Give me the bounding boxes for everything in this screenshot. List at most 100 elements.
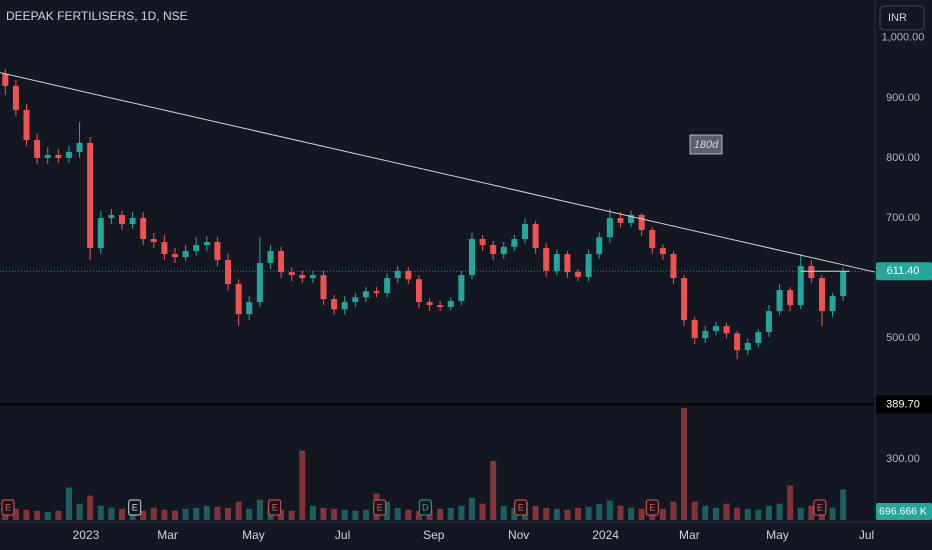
y-tick-label: 500.00 [886,332,920,344]
event-label: E [817,502,823,512]
candle-body [246,302,253,315]
x-tick-label: Jul [859,528,874,542]
volume-bar [182,508,189,520]
volume-bar [797,507,804,520]
x-tick-label: Jul [335,528,350,542]
volume-bar [203,505,210,520]
candle-body [405,270,412,280]
candle-body [23,109,30,140]
candle-body [341,302,348,310]
event-marker [373,499,387,516]
event-marker [514,499,528,516]
candle-body [617,218,624,223]
candle-body [267,251,274,264]
x-tick-label: Nov [508,528,529,542]
candle-body [755,332,762,343]
volume-bar [585,506,592,520]
volume-bar [55,510,62,520]
currency-label[interactable]: INR [888,12,907,24]
volume-bar [235,501,242,520]
candle-body [628,215,635,223]
annotation-box [689,134,723,155]
candle-body [437,305,444,307]
volume-bar [702,505,709,520]
candle-body [426,302,433,306]
candle-body [203,242,210,246]
event-marker [128,499,142,516]
candle-body [500,246,507,255]
candle-body [362,291,369,298]
volume-bar [278,509,285,520]
candle-body [182,251,189,258]
volume-bar [596,503,603,520]
volume-bar [108,507,115,520]
candle-body [787,290,794,306]
x-tick-label: 2024 [592,528,619,542]
volume-bar [246,508,253,520]
volume-bar [76,503,83,520]
event-marker [268,499,282,516]
candle-body [808,266,815,279]
volume-bar [628,507,635,520]
candle-body [765,311,772,333]
event-label: E [5,502,11,512]
candle-body [681,278,688,321]
volume-bar [214,506,221,520]
currency-button[interactable] [879,5,925,31]
candle-body [172,254,178,258]
volume-bar [405,509,412,520]
candle-body [288,272,295,276]
candle-body [744,342,751,351]
volume-bar [384,501,391,520]
candle-body [468,239,475,276]
chart-title: DEEPAK FERTILISERS, 1D, NSE [6,9,188,23]
candle-body [256,263,263,303]
candle-body [532,224,539,249]
volume-bar [670,501,677,520]
crosshair-tag [876,395,932,414]
volume-bar [309,505,316,520]
volume-bar [299,450,306,520]
candle-body [797,266,804,306]
candle-body [638,215,645,231]
volume-bar [225,507,232,520]
volume-bar [161,509,168,520]
volume-bar [394,507,401,520]
volume-tag [876,503,932,520]
volume-bar [479,503,486,520]
candle-body [394,270,401,279]
candle-body [87,142,94,249]
event-label: E [518,502,524,512]
candle-body [723,326,730,334]
candle-body [352,297,359,303]
event-label: E [377,502,383,512]
candle-body [490,245,497,255]
x-tick-label: 2023 [73,528,100,542]
candle-body [840,271,847,297]
y-tick-label: 700.00 [886,212,920,224]
candle-body [585,254,592,277]
candle-body [702,330,709,339]
volume-bar [140,510,147,520]
candle-body [373,291,380,294]
candle-body [458,275,465,301]
candle-body [543,248,550,271]
candle-body [97,218,104,249]
event-label: D [422,502,429,512]
event-marker [1,499,15,516]
volume-bar [723,503,730,520]
volume-bar [575,507,582,520]
candle-body [225,260,232,285]
volume-bar [341,509,348,520]
candle-body [309,275,316,279]
volume-bar [691,501,698,520]
volume-bar [787,485,794,520]
candle-body [44,154,51,158]
volume-bar [744,508,751,520]
volume-bar [755,509,762,520]
volume-bar [150,507,157,520]
volume-bar [288,510,295,520]
candle-body [193,245,200,252]
